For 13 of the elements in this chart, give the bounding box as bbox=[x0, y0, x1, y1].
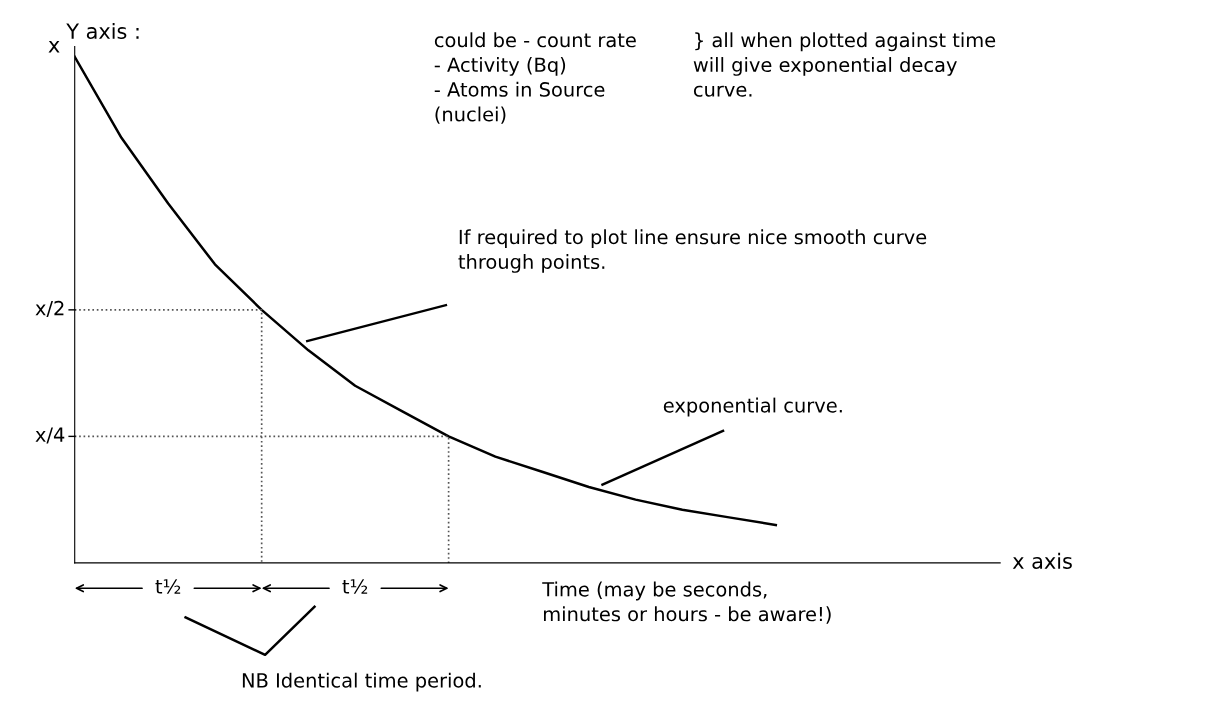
text: x axis bbox=[1012, 552, 1072, 569]
text: Time (may be seconds, minutes or hours - be aware!) bbox=[542, 581, 831, 624]
annotation: exponential curve. bbox=[663, 397, 842, 417]
text: t½ bbox=[342, 579, 368, 594]
y-axis-title: Y axis : bbox=[66, 22, 139, 40]
annotation: } all when plotted against time will give exponential decay curve. bbox=[693, 32, 996, 97]
text: NB Identical time period. bbox=[242, 672, 481, 692]
ref-line-label: x/4 bbox=[35, 427, 65, 444]
text: x bbox=[48, 41, 60, 53]
annotation: If required to plot line ensure nice smooth curve through points. bbox=[458, 229, 927, 273]
text: t½ bbox=[155, 579, 181, 594]
annotation: could be - count rate - Activity (Bq) - Atoms in Source (nuclei) bbox=[434, 32, 636, 124]
ref-line-label: x/2 bbox=[35, 300, 64, 318]
